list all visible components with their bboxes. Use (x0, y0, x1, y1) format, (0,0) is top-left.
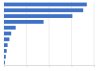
x-tick-mark (49, 65, 50, 67)
grid (4, 2, 94, 65)
bar (4, 49, 7, 53)
x-tick-mark (4, 65, 5, 67)
x-tick (72, 65, 73, 67)
x-tick (94, 65, 95, 67)
bars (4, 3, 87, 65)
x-tick (49, 65, 50, 67)
bar (4, 20, 44, 24)
x-tick-mark (27, 65, 28, 67)
bar (4, 26, 16, 30)
x-axis (5, 65, 95, 67)
bar (4, 3, 87, 7)
x-tick (27, 65, 28, 67)
x-tick-mark (72, 65, 73, 67)
plot (4, 2, 95, 67)
bar (4, 14, 72, 18)
bar (4, 43, 8, 47)
chart (0, 0, 100, 71)
grid-line (94, 2, 95, 65)
x-tick (4, 65, 5, 67)
bar (4, 32, 11, 36)
bar (4, 37, 9, 41)
bar (4, 8, 83, 12)
bar (4, 55, 6, 59)
x-tick-mark (94, 65, 95, 67)
x-axis-line (5, 66, 95, 68)
bar (4, 61, 5, 65)
